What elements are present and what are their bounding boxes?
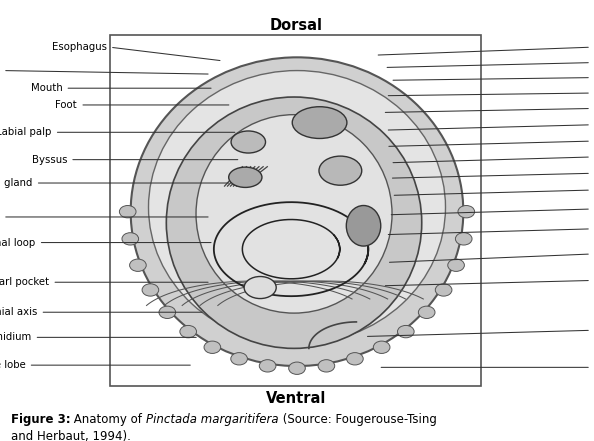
Ellipse shape — [456, 233, 472, 245]
Text: Labial palp: Labial palp — [0, 127, 52, 137]
Text: Ventral: Ventral — [266, 391, 326, 406]
Ellipse shape — [131, 57, 463, 366]
Text: Pearl pocket: Pearl pocket — [0, 277, 49, 287]
Text: Byssal gland: Byssal gland — [0, 178, 33, 188]
Ellipse shape — [231, 353, 248, 365]
Ellipse shape — [448, 259, 465, 271]
Text: Dorsal: Dorsal — [269, 18, 323, 33]
Text: Gill, ctenidium: Gill, ctenidium — [0, 333, 31, 342]
Ellipse shape — [166, 97, 422, 348]
Text: Esophagus: Esophagus — [52, 42, 107, 52]
Ellipse shape — [129, 259, 146, 271]
Ellipse shape — [204, 341, 220, 353]
Text: Byssus: Byssus — [31, 155, 67, 164]
Ellipse shape — [122, 233, 138, 245]
Ellipse shape — [142, 284, 159, 296]
Ellipse shape — [458, 206, 475, 218]
Ellipse shape — [435, 284, 452, 296]
Ellipse shape — [196, 115, 392, 313]
Ellipse shape — [180, 325, 197, 338]
Text: Mouth: Mouth — [31, 83, 62, 93]
Text: and Herbaut, 1994).: and Herbaut, 1994). — [11, 430, 131, 441]
Ellipse shape — [119, 206, 136, 218]
Ellipse shape — [289, 362, 305, 374]
FancyBboxPatch shape — [110, 35, 481, 386]
Text: Anatomy of: Anatomy of — [70, 413, 146, 426]
Ellipse shape — [318, 360, 334, 372]
Ellipse shape — [346, 353, 363, 365]
Ellipse shape — [319, 156, 362, 185]
Text: Intestinal loop: Intestinal loop — [0, 238, 36, 247]
Text: Pinctada margaritifera: Pinctada margaritifera — [146, 413, 279, 426]
Ellipse shape — [244, 277, 276, 299]
Text: Left mantle lobe: Left mantle lobe — [0, 360, 26, 370]
Ellipse shape — [159, 306, 176, 318]
Text: Foot: Foot — [55, 100, 77, 110]
Ellipse shape — [346, 206, 381, 246]
Ellipse shape — [292, 107, 347, 138]
Ellipse shape — [231, 131, 266, 153]
Ellipse shape — [148, 71, 446, 344]
Ellipse shape — [260, 360, 276, 372]
Ellipse shape — [373, 341, 390, 353]
Text: (Source: Fougerouse-Tsing: (Source: Fougerouse-Tsing — [279, 413, 437, 426]
Ellipse shape — [418, 306, 435, 318]
Text: Branchial axis: Branchial axis — [0, 307, 37, 317]
Ellipse shape — [397, 325, 414, 338]
Ellipse shape — [229, 167, 262, 187]
Text: Figure 3:: Figure 3: — [11, 413, 70, 426]
